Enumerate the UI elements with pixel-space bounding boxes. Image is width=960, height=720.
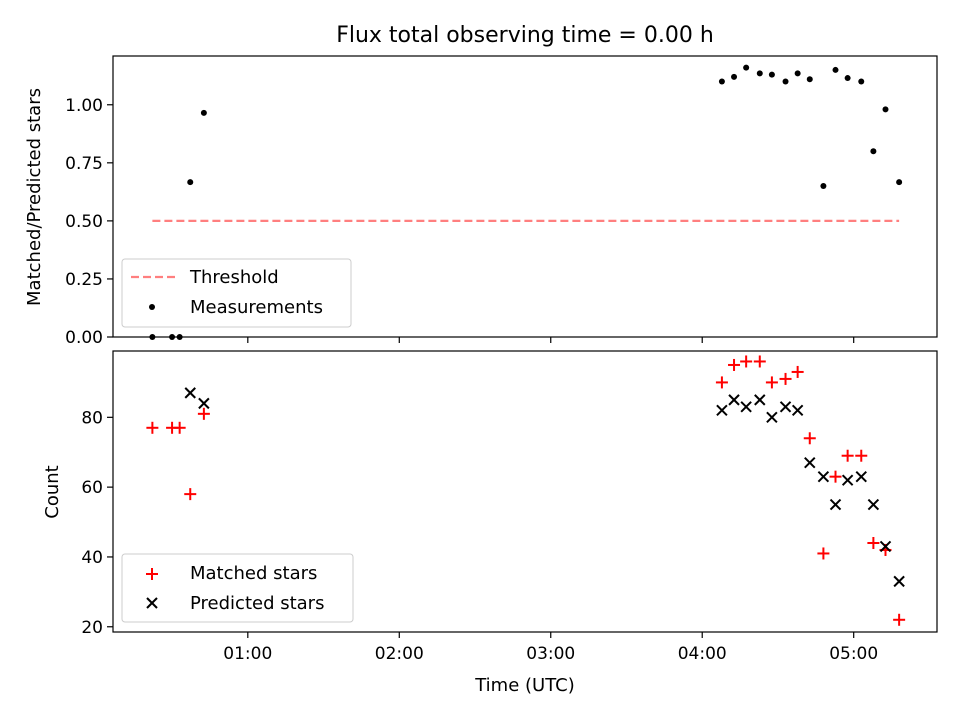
- matched-star-point: [184, 488, 197, 501]
- legend-measurements-label: Measurements: [190, 297, 323, 318]
- x-tick-label: 04:00: [678, 644, 727, 664]
- matched-star-point: [867, 536, 880, 549]
- predicted-star-point: [855, 470, 867, 483]
- legend-predicted-label: Predicted stars: [190, 593, 324, 614]
- matched-star-point: [173, 421, 186, 434]
- matched-star-point: [893, 613, 906, 626]
- measurement-point: [832, 66, 839, 73]
- top-y-tick-label: 0.50: [65, 212, 103, 232]
- matched-star-point: [841, 449, 854, 462]
- top-y-tick-label: 0.25: [65, 270, 103, 290]
- top-panel: 0.00 0.25 0.50 0.75 1.00 Matched/Predicted s…: [24, 55, 938, 348]
- measurement-point: [896, 179, 903, 186]
- legend-matched-swatch: [146, 568, 158, 580]
- top-legend-box: [121, 258, 352, 328]
- bottom-y-tick-label: 40: [81, 548, 103, 568]
- measurement-point: [187, 179, 194, 186]
- legend-matched-label: Matched stars: [190, 563, 317, 584]
- predicted-star-point: [716, 404, 728, 417]
- predicted-star-point: [817, 470, 830, 483]
- matched-star-point: [803, 432, 816, 445]
- matched-star-point: [740, 355, 753, 368]
- matched-star-point: [855, 449, 868, 462]
- measurement-point: [870, 148, 877, 155]
- measurement-point: [200, 109, 207, 116]
- measurement-point: [718, 78, 725, 85]
- matched-star-point: [817, 547, 830, 560]
- predicted-star-point: [766, 411, 778, 424]
- measurement-point: [756, 70, 763, 77]
- measurement-point: [844, 75, 851, 82]
- legend-predicted-swatch: [146, 597, 158, 609]
- bottom-legend: Matched stars Predicted stars: [121, 553, 354, 623]
- predicted-star-point: [829, 498, 842, 511]
- matched-star-point: [728, 358, 741, 371]
- bottom-y-axis-label: Count: [42, 465, 63, 518]
- predicted-star-point: [791, 404, 804, 417]
- bottom-legend-box: [121, 553, 354, 623]
- predicted-star-point: [779, 401, 792, 413]
- matched-star-point: [715, 376, 728, 389]
- bottom-y-tick-label: 60: [81, 478, 103, 498]
- measurement-point: [806, 76, 813, 83]
- chart-title: Flux total observing time = 0.00 h: [336, 23, 714, 48]
- matched-star-point: [197, 407, 210, 420]
- bottom-y-tick-label: 20: [81, 618, 103, 638]
- legend-measurements-swatch: [149, 304, 155, 310]
- measurement-point: [820, 183, 827, 190]
- measurement-point: [743, 64, 750, 71]
- top-y-axis-label: Matched/Predicted stars: [24, 88, 45, 306]
- measurement-point: [768, 71, 775, 78]
- matched-star-point: [791, 365, 804, 378]
- predicted-star-point: [893, 575, 905, 588]
- matched-star-point: [753, 355, 766, 368]
- predicted-star-point: [728, 394, 740, 406]
- predicted-star-point: [841, 474, 854, 486]
- top-panel-frame: [112, 55, 938, 338]
- predicted-star-point: [740, 401, 752, 413]
- bottom-panel: 20 40 60 80 01:00 02:00 03:00 04:00 05:00 Count…: [42, 350, 938, 664]
- matched-star-point: [146, 421, 159, 434]
- predicted-star-point: [198, 397, 210, 410]
- measurement-point: [794, 70, 801, 77]
- legend-threshold-label: Threshold: [189, 267, 279, 288]
- x-tick-label: 05:00: [829, 644, 878, 664]
- matched-star-point: [779, 372, 792, 385]
- measurement-point: [782, 78, 789, 85]
- x-tick-label: 03:00: [526, 644, 575, 664]
- predicted-star-point: [184, 387, 196, 399]
- predicted-star-point: [754, 394, 766, 406]
- matched-star-point: [829, 470, 842, 483]
- measurement-point: [858, 78, 865, 85]
- x-tick-label: 01:00: [223, 644, 272, 664]
- x-tick-label: 02:00: [375, 644, 424, 664]
- measurement-point: [731, 73, 738, 80]
- top-legend: Threshold Measurements: [121, 258, 352, 328]
- top-y-tick-label: 0.75: [65, 154, 103, 174]
- predicted-star-point: [867, 498, 880, 511]
- matched-star-point: [765, 376, 778, 389]
- predicted-star-point: [804, 456, 816, 469]
- predicted-star-point: [879, 540, 892, 553]
- x-axis-label: Time (UTC): [474, 675, 575, 696]
- top-y-tick-label: 1.00: [65, 96, 103, 116]
- top-y-tick-label: 0.00: [65, 328, 103, 348]
- bottom-y-tick-label: 80: [81, 408, 103, 428]
- measurement-point: [882, 106, 889, 113]
- bottom-panel-frame: [112, 350, 938, 633]
